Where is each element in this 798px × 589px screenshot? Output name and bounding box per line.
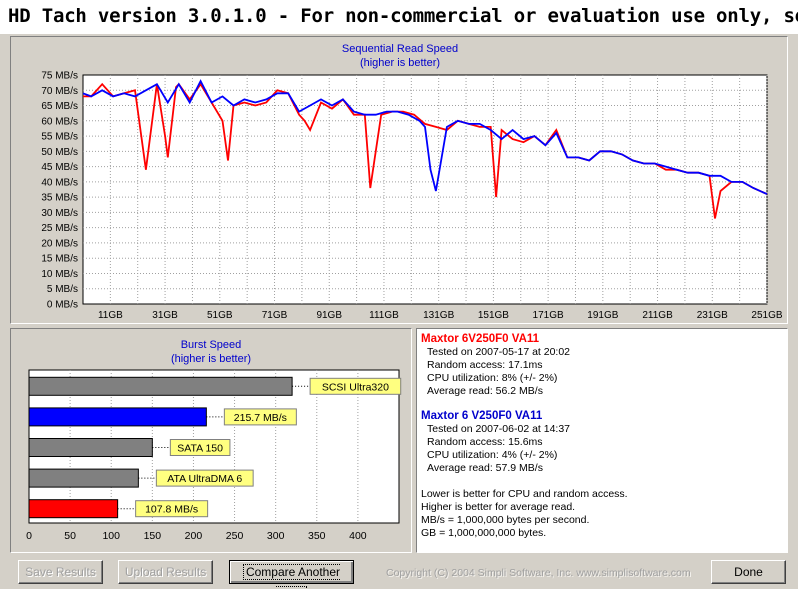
burst-speed-panel: Burst Speed (higher is better) SCSI Ultr… [10, 328, 412, 553]
drive2-info: Maxtor 6 V250F0 VA11 Tested on 2007-06-0… [421, 409, 570, 475]
burst-bar-label: SCSI Ultra320 [322, 381, 389, 393]
seq-x-tick-label: 31GB [152, 310, 178, 321]
upload-results-button[interactable]: Upload Results [118, 560, 213, 584]
drive1-random-access: Random access: 17.1ms [427, 359, 543, 371]
burst-x-tick-label: 0 [26, 530, 32, 542]
series-line-drive2 [82, 79, 768, 195]
burst-bar-label: 215.7 MB/s [234, 412, 287, 424]
seq-y-tick-label: 75 MB/s [41, 71, 78, 82]
seq-y-tick-label: 10 MB/s [41, 269, 78, 280]
seq-y-tick-label: 45 MB/s [41, 162, 78, 173]
seq-y-tick-label: 25 MB/s [41, 223, 78, 234]
notes: Lower is better for CPU and random acces… [421, 488, 628, 540]
sequential-read-panel: Sequential Read Speed (higher is better)… [10, 36, 788, 324]
copyright-text: Copyright (C) 2004 Simpli Software, Inc.… [386, 567, 691, 579]
burst-bar-label: ATA UltraDMA 6 [167, 473, 242, 485]
burst-x-tick-label: 250 [226, 530, 244, 542]
burst-x-tick-label: 300 [267, 530, 285, 542]
note-line: Lower is better for CPU and random acces… [421, 488, 628, 500]
seq-x-tick-label: 231GB [697, 310, 728, 321]
done-button[interactable]: Done [711, 560, 786, 584]
drive1-cpu: CPU utilization: 8% (+/- 2%) [427, 372, 558, 384]
seq-x-tick-label: 91GB [316, 310, 342, 321]
note-line: GB = 1,000,000,000 bytes. [421, 527, 547, 539]
seq-x-tick-label: 131GB [423, 310, 454, 321]
burst-label-box [155, 469, 254, 487]
burst-x-tick-label: 150 [144, 530, 162, 542]
seq-y-tick-label: 50 MB/s [41, 147, 78, 158]
seq-x-tick-label: 11GB [98, 310, 123, 321]
drive-info-panel: Maxtor 6V250F0 VA11 Tested on 2007-05-17… [416, 328, 788, 553]
burst-chart-subtitle: (higher is better) [171, 353, 251, 365]
burst-chart-title: Burst Speed [181, 339, 242, 351]
seq-x-tick-label: 71GB [262, 310, 288, 321]
burst-label-box [309, 377, 402, 395]
burst-bar [28, 407, 207, 427]
seq-y-tick-label: 15 MB/s [41, 254, 78, 265]
seq-y-tick-label: 20 MB/s [41, 238, 78, 249]
save-results-button[interactable]: Save Results [18, 560, 103, 584]
window-title: HD Tach version 3.0.1.0 - For non-commer… [0, 0, 798, 34]
seq-x-tick-label: 111GB [369, 310, 399, 321]
seq-x-tick-label: 151GB [478, 310, 509, 321]
seq-chart-subtitle: (higher is better) [360, 57, 440, 69]
seq-x-tick-label: 211GB [642, 310, 673, 321]
seq-y-tick-label: 35 MB/s [41, 193, 78, 204]
drive1-tested: Tested on 2007-05-17 at 20:02 [427, 346, 571, 358]
burst-x-tick-label: 50 [64, 530, 76, 542]
burst-label-box [135, 500, 209, 518]
compare-another-drive-button[interactable]: Compare Another Drive [229, 560, 354, 589]
drive2-avg-read: Average read: 57.9 MB/s [427, 462, 543, 474]
seq-y-tick-label: 0 MB/s [47, 300, 78, 311]
burst-bar-label: 107.8 MB/s [145, 504, 198, 516]
burst-x-tick-label: 400 [349, 530, 367, 542]
burst-x-tick-label: 200 [185, 530, 203, 542]
seq-y-tick-label: 40 MB/s [41, 177, 78, 188]
seq-x-tick-label: 191GB [587, 310, 618, 321]
drive1-name: Maxtor 6V250F0 VA11 [421, 333, 540, 345]
drive1-avg-read: Average read: 56.2 MB/s [427, 385, 543, 397]
seq-x-tick-label: 171GB [533, 310, 564, 321]
drive2-name: Maxtor 6 V250F0 VA11 [421, 410, 543, 422]
burst-label-box [169, 439, 231, 456]
seq-chart-title: Sequential Read Speed [342, 43, 458, 55]
seq-y-tick-label: 5 MB/s [47, 284, 78, 295]
note-line: Higher is better for average read. [421, 501, 576, 513]
sequential-read-chart: Sequential Read Speed (higher is better)… [41, 43, 783, 321]
burst-bar [28, 499, 119, 519]
burst-speed-chart: Burst Speed (higher is better) SCSI Ultr… [26, 339, 402, 542]
seq-y-tick-label: 70 MB/s [41, 86, 78, 97]
burst-bar-label: SATA 150 [177, 443, 223, 455]
seq-plot-area [82, 74, 768, 305]
drive2-random-access: Random access: 15.6ms [427, 436, 543, 448]
drive2-cpu: CPU utilization: 4% (+/- 2%) [427, 449, 558, 461]
drive2-tested: Tested on 2007-06-02 at 14:37 [427, 423, 571, 435]
seq-y-tick-label: 55 MB/s [41, 132, 78, 143]
seq-y-tick-label: 30 MB/s [41, 208, 78, 219]
seq-x-tick-label: 51GB [207, 310, 233, 321]
seq-x-tick-label: 251GB [751, 310, 782, 321]
compare-button-label: Compare Another Drive [242, 564, 341, 589]
burst-bar [28, 376, 293, 396]
burst-label-box [223, 408, 297, 426]
burst-bar [28, 438, 153, 457]
burst-bar [28, 468, 139, 488]
drive1-info: Maxtor 6V250F0 VA11 Tested on 2007-05-17… [421, 332, 570, 398]
burst-x-tick-label: 350 [308, 530, 326, 542]
seq-y-tick-label: 60 MB/s [41, 116, 78, 127]
burst-x-tick-label: 100 [102, 530, 120, 542]
seq-y-tick-label: 65 MB/s [41, 101, 78, 112]
note-line: MB/s = 1,000,000 bytes per second. [421, 514, 590, 526]
